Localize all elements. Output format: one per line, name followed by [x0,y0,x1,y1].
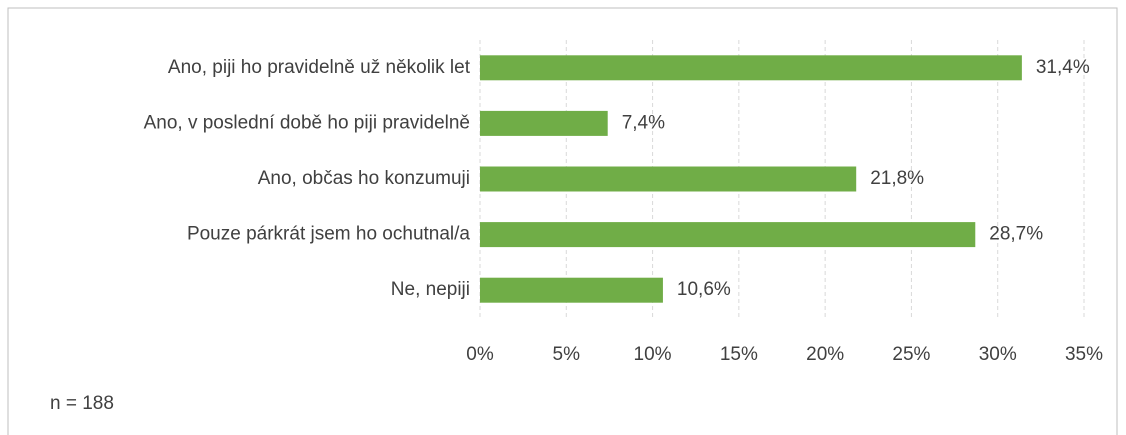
y-tick-label: Ano, občas ho konzumuji [258,168,470,189]
bar [480,166,857,192]
bar [480,222,976,248]
value-label: 10,6% [677,279,731,300]
x-tick-label: 0% [466,344,494,365]
x-tick-label: 20% [806,344,844,365]
x-tick-label: 5% [553,344,581,365]
y-tick-label: Ano, v poslední době ho piji pravidelně [144,112,470,133]
x-tick-label: 35% [1065,344,1103,365]
value-label: 21,8% [870,168,924,189]
value-label: 31,4% [1036,57,1090,78]
chart-frame [7,7,1118,435]
value-label: 28,7% [989,224,1043,245]
y-tick-label: Ano, piji ho pravidelně už několik let [168,57,471,78]
annotation: n = 188 [50,393,114,414]
value-label: 7,4% [622,112,665,133]
bar [480,55,1022,81]
bar [480,277,663,303]
x-tick-label: 15% [720,344,758,365]
x-tick-label: 10% [634,344,672,365]
x-tick-label: 30% [979,344,1017,365]
y-tick-label: Pouze párkrát jsem ho ochutnal/a [187,224,470,245]
bar [480,110,608,136]
x-tick-label: 25% [892,344,930,365]
y-tick-label: Ne, nepiji [391,279,470,300]
